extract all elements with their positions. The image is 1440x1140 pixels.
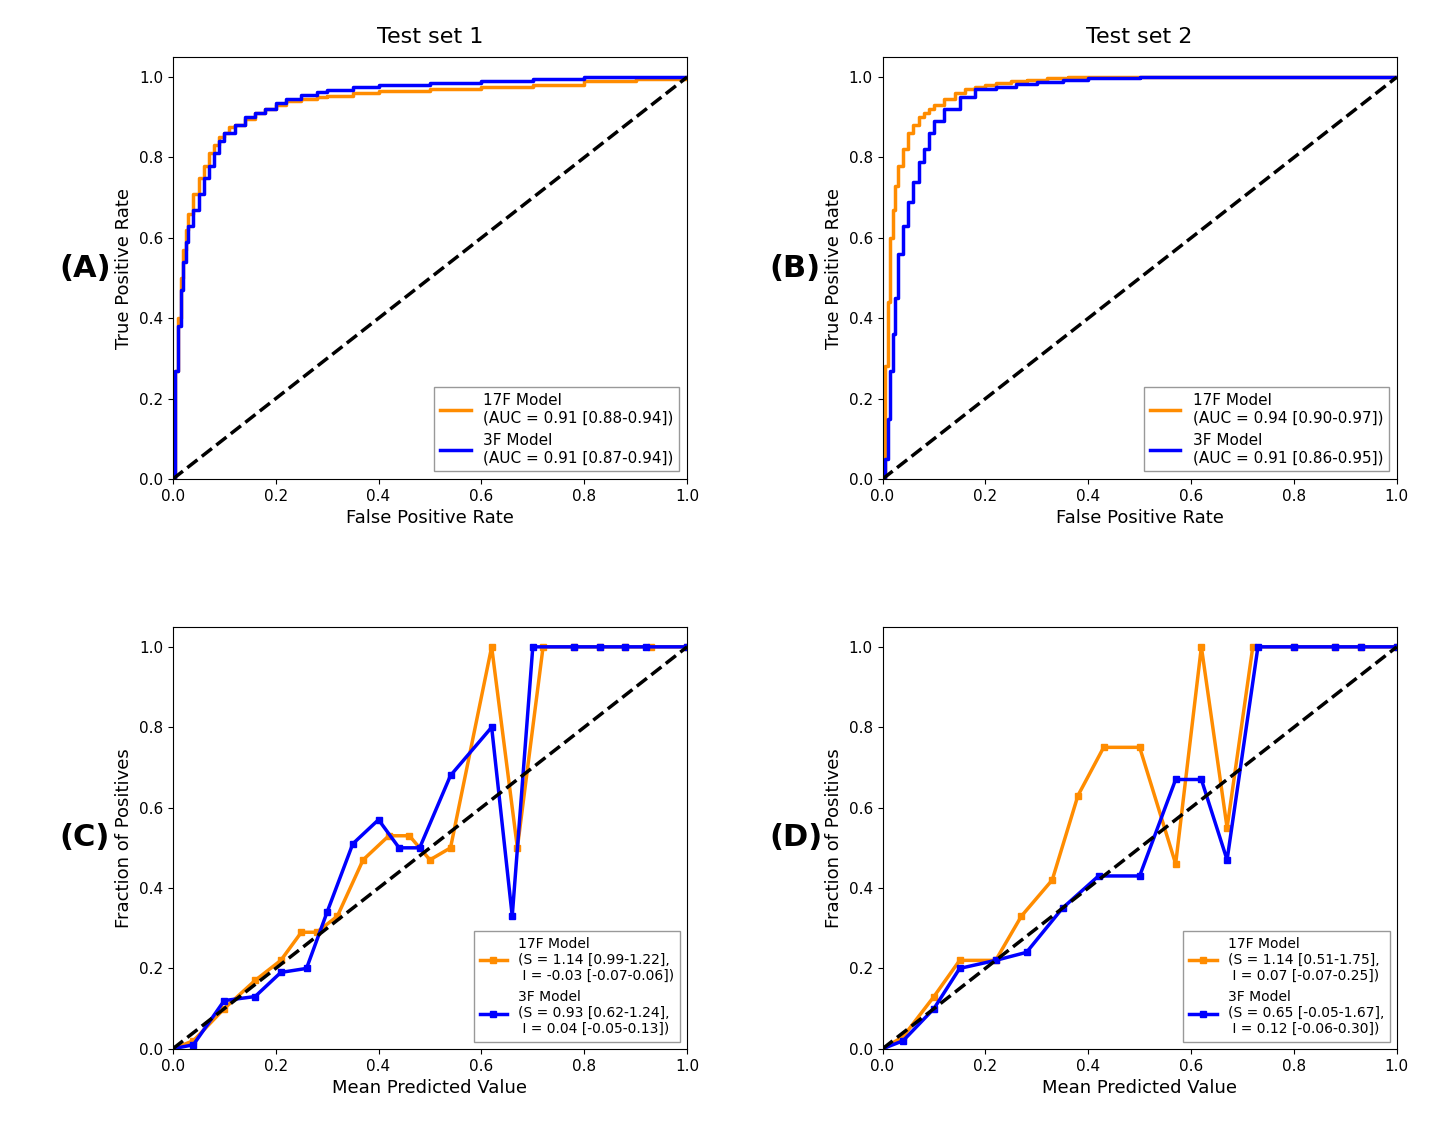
Y-axis label: Fraction of Positives: Fraction of Positives bbox=[115, 748, 134, 928]
X-axis label: Mean Predicted Value: Mean Predicted Value bbox=[1043, 1080, 1237, 1097]
X-axis label: False Positive Rate: False Positive Rate bbox=[346, 510, 514, 528]
Y-axis label: True Positive Rate: True Positive Rate bbox=[115, 187, 134, 349]
Legend: 17F Model
(S = 1.14 [0.51-1.75],
 I = 0.07 [-0.07-0.25]), 3F Model
(S = 0.65 [-0: 17F Model (S = 1.14 [0.51-1.75], I = 0.0… bbox=[1184, 931, 1390, 1042]
Y-axis label: Fraction of Positives: Fraction of Positives bbox=[825, 748, 842, 928]
Legend: 17F Model
(S = 1.14 [0.99-1.22],
 I = -0.03 [-0.07-0.06]), 3F Model
(S = 0.93 [0: 17F Model (S = 1.14 [0.99-1.22], I = -0.… bbox=[474, 931, 680, 1042]
Text: (A): (A) bbox=[59, 253, 111, 283]
Legend: 17F Model
(AUC = 0.94 [0.90-0.97]), 3F Model
(AUC = 0.91 [0.86-0.95]): 17F Model (AUC = 0.94 [0.90-0.97]), 3F M… bbox=[1143, 386, 1390, 472]
Legend: 17F Model
(AUC = 0.91 [0.88-0.94]), 3F Model
(AUC = 0.91 [0.87-0.94]): 17F Model (AUC = 0.91 [0.88-0.94]), 3F M… bbox=[433, 386, 680, 472]
Y-axis label: True Positive Rate: True Positive Rate bbox=[825, 187, 842, 349]
X-axis label: False Positive Rate: False Positive Rate bbox=[1056, 510, 1224, 528]
Text: (C): (C) bbox=[59, 823, 109, 853]
Title: Test set 1: Test set 1 bbox=[377, 27, 484, 47]
Text: (D): (D) bbox=[769, 823, 822, 853]
Title: Test set 2: Test set 2 bbox=[1086, 27, 1192, 47]
Text: (B): (B) bbox=[769, 253, 821, 283]
X-axis label: Mean Predicted Value: Mean Predicted Value bbox=[333, 1080, 527, 1097]
